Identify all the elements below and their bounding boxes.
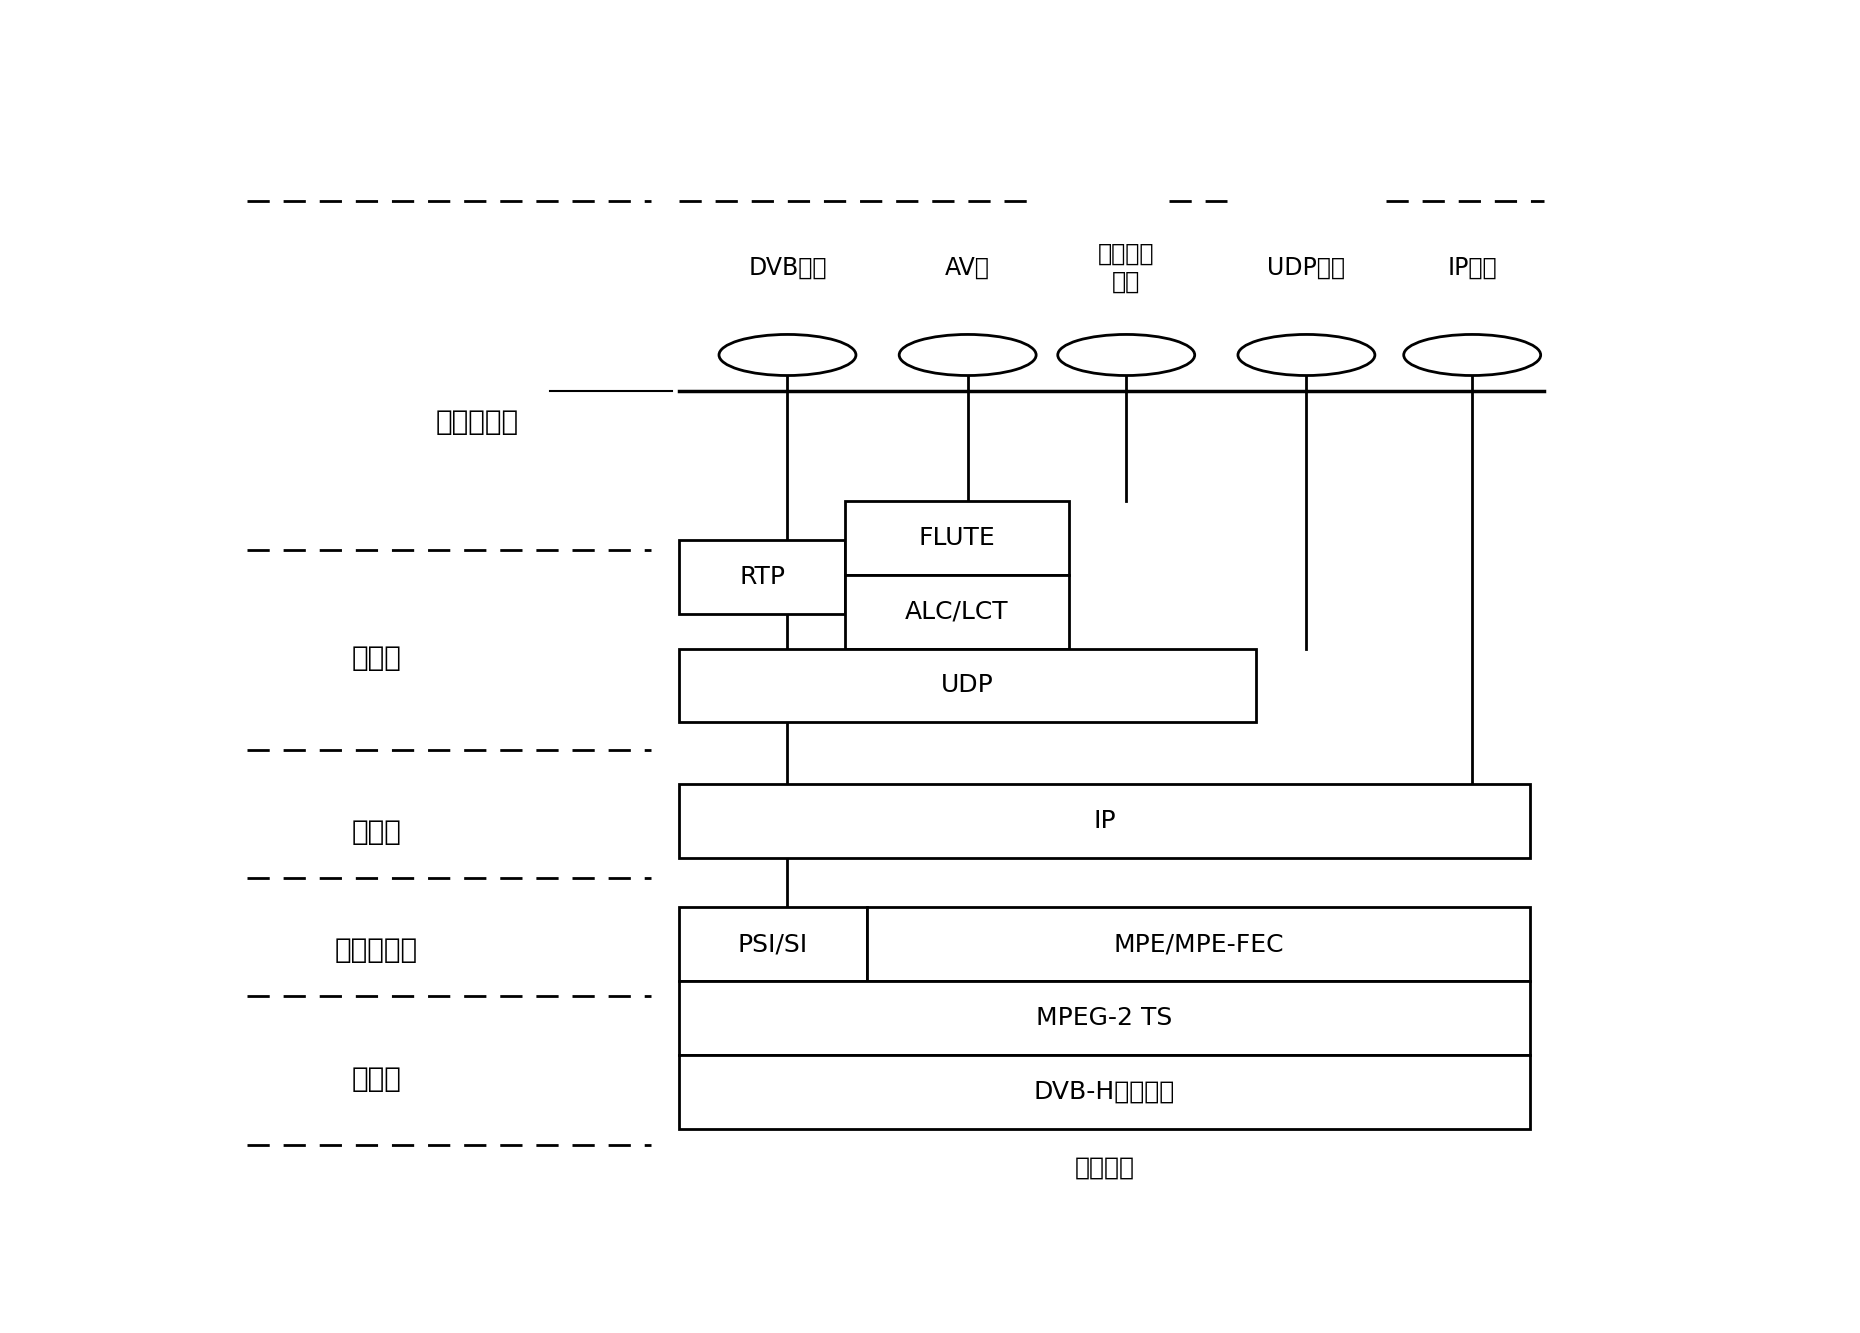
Text: 物理层: 物理层 [352, 1065, 402, 1093]
Text: MPE/MPE-FEC: MPE/MPE-FEC [1112, 932, 1283, 956]
Text: DVB信令: DVB信令 [748, 256, 826, 280]
Bar [679, 1054, 1529, 1129]
Text: 数据链路层: 数据链路层 [335, 936, 418, 964]
Text: MPEG-2 TS: MPEG-2 TS [1036, 1006, 1174, 1030]
Bar [844, 501, 1068, 575]
Bar [867, 908, 1529, 981]
Bar [844, 575, 1068, 649]
Text: UDP多播: UDP多播 [1267, 256, 1345, 280]
Text: 文件数据
下载: 文件数据 下载 [1097, 241, 1155, 293]
Ellipse shape [720, 335, 856, 376]
Ellipse shape [898, 335, 1036, 376]
Text: PSI/SI: PSI/SI [738, 932, 809, 956]
Ellipse shape [1058, 335, 1194, 376]
Bar [679, 784, 1529, 858]
Text: FLUTE: FLUTE [919, 525, 995, 549]
Ellipse shape [1404, 335, 1540, 376]
Text: ALC/LCT: ALC/LCT [906, 600, 1008, 624]
Bar [679, 540, 844, 613]
Bar [679, 981, 1529, 1054]
Text: IP: IP [1094, 809, 1116, 833]
Text: 网络层: 网络层 [352, 818, 402, 846]
Text: 传输层: 传输层 [352, 644, 402, 672]
Bar [679, 649, 1256, 722]
Text: AV流: AV流 [945, 256, 990, 280]
Text: UDP: UDP [941, 673, 993, 697]
Text: IP多播: IP多播 [1447, 256, 1497, 280]
Bar [679, 908, 867, 981]
Text: RTP: RTP [738, 565, 785, 589]
Text: DVB-H无线电层: DVB-H无线电层 [1034, 1080, 1176, 1104]
Text: 广播网络: 广播网络 [1075, 1156, 1135, 1180]
Text: 业务接入点: 业务接入点 [435, 408, 519, 436]
Ellipse shape [1239, 335, 1375, 376]
